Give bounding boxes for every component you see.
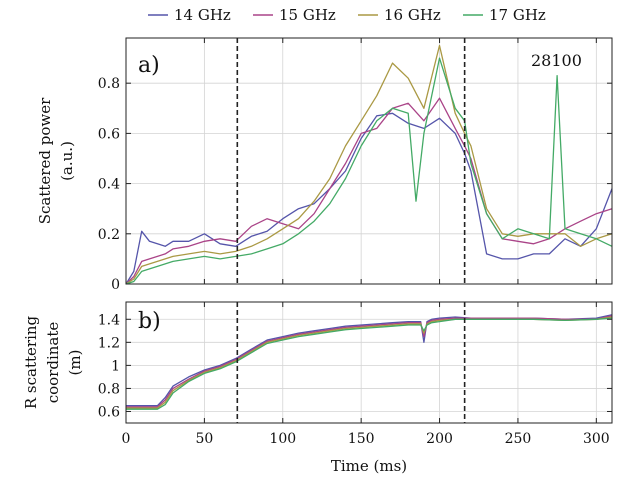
panel-label: a) <box>138 53 160 78</box>
legend-label: 15 GHz <box>279 6 336 24</box>
panel-a: 0 0.2 0.4 0.6 0.8 a) 28100 Scattered power (a.u.… <box>36 37 613 293</box>
series-line <box>126 317 613 410</box>
plot-frame <box>125 37 613 285</box>
x-tick-label: 250 <box>505 431 532 447</box>
y-tick-label: 0.2 <box>98 227 120 243</box>
y-tick-label: 0.8 <box>98 381 120 397</box>
legend-label: 16 GHz <box>384 6 441 24</box>
legend-entry: 16 GHz <box>358 6 441 24</box>
y-axis-label: (a.u.) <box>58 141 76 181</box>
panel-label: b) <box>138 309 161 334</box>
series-line <box>125 97 613 285</box>
x-tick-label: 150 <box>348 431 375 447</box>
y-tick-label: 1.2 <box>98 335 120 351</box>
y-axis-label: coordinate <box>44 322 62 404</box>
series-line <box>126 315 613 408</box>
legend-entry: 17 GHz <box>463 6 546 24</box>
plot-frame <box>125 301 613 424</box>
shot-number: 28100 <box>531 51 582 70</box>
x-tick-label: 0 <box>122 431 131 447</box>
panel-b: 0 50 100 150 200 250 300 0.6 0.8 1 1.2 1.4 b) R scatt… <box>22 301 613 475</box>
series-line <box>125 112 613 285</box>
legend-label: 14 GHz <box>174 6 231 24</box>
legend-label: 17 GHz <box>489 6 546 24</box>
y-tick-label: 0 <box>111 277 120 293</box>
x-tick-label: 300 <box>583 431 610 447</box>
series-line <box>125 57 613 285</box>
x-axis-label: Time (ms) <box>331 457 407 475</box>
legend-entry: 15 GHz <box>253 6 336 24</box>
series-line <box>126 316 613 409</box>
x-tick-label: 100 <box>269 431 296 447</box>
y-tick-label: 0.4 <box>98 177 120 193</box>
y-tick-label: 0.8 <box>98 76 120 92</box>
y-axis-label: (m) <box>66 350 84 376</box>
x-tick-label: 200 <box>426 431 453 447</box>
legend-entry: 14 GHz <box>148 6 231 24</box>
y-tick-label: 0.6 <box>98 404 120 420</box>
y-axis-label: Scattered power <box>36 97 54 224</box>
y-tick-label: 1 <box>111 358 120 374</box>
y-tick-label: 1.4 <box>98 312 120 328</box>
y-tick-label: 0.6 <box>98 126 120 142</box>
x-tick-label: 50 <box>195 431 213 447</box>
series-line <box>125 44 613 285</box>
y-axis-label: R scattering <box>22 315 40 409</box>
